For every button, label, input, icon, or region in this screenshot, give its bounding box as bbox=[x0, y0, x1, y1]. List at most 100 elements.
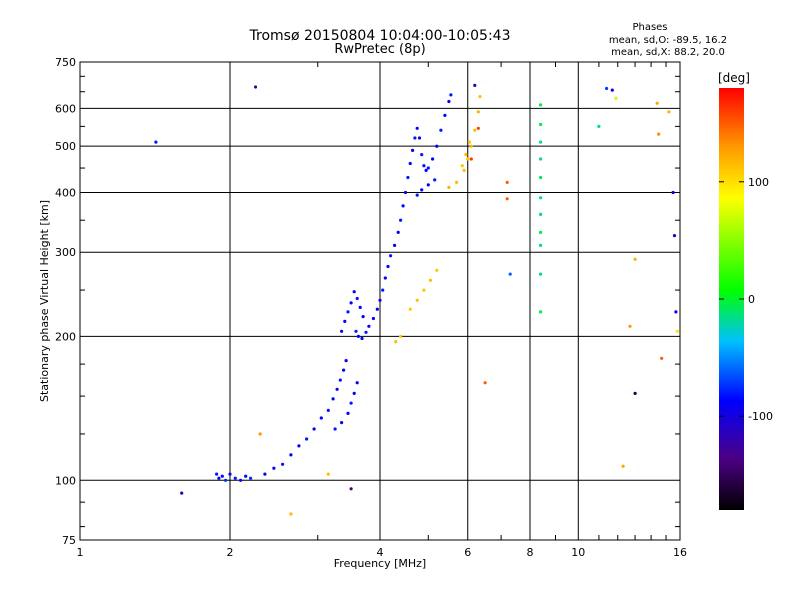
data-point bbox=[249, 476, 253, 480]
x-tick-label: 4 bbox=[377, 546, 384, 559]
stats-x-mode: mean, sd,X: 88.2, 20.0 bbox=[611, 47, 725, 58]
data-point bbox=[333, 427, 337, 431]
data-point bbox=[605, 86, 609, 91]
data-point bbox=[297, 444, 301, 448]
data-point bbox=[349, 401, 353, 405]
data-point bbox=[224, 478, 228, 482]
data-point bbox=[344, 359, 348, 363]
data-point bbox=[401, 204, 405, 208]
data-point bbox=[355, 381, 359, 385]
data-point bbox=[411, 148, 415, 152]
data-point bbox=[476, 110, 480, 114]
data-point bbox=[349, 487, 353, 491]
data-point bbox=[539, 196, 543, 200]
data-point bbox=[364, 330, 368, 334]
data-point bbox=[539, 175, 543, 180]
data-point bbox=[449, 93, 453, 97]
data-point bbox=[281, 462, 285, 466]
data-point bbox=[443, 113, 447, 117]
data-point bbox=[428, 278, 432, 282]
data-point bbox=[361, 315, 365, 319]
data-point bbox=[539, 230, 543, 234]
data-point bbox=[483, 381, 487, 385]
data-point bbox=[469, 157, 473, 161]
y-axis-label: Stationary phase Virtual Height [km] bbox=[38, 200, 51, 402]
data-point bbox=[343, 319, 347, 323]
data-point bbox=[394, 340, 398, 344]
data-point bbox=[610, 88, 614, 92]
data-point bbox=[413, 136, 417, 140]
data-points bbox=[154, 83, 679, 516]
data-point bbox=[633, 257, 637, 261]
data-point bbox=[422, 164, 426, 168]
data-point bbox=[340, 421, 344, 425]
colorbar-label: [deg] bbox=[718, 71, 750, 85]
data-point bbox=[539, 122, 543, 127]
data-point bbox=[346, 310, 350, 314]
data-point bbox=[439, 128, 443, 132]
data-point bbox=[422, 288, 426, 292]
data-point bbox=[233, 476, 237, 480]
data-point bbox=[371, 316, 375, 321]
y-tick-label: 300 bbox=[55, 246, 76, 259]
data-point bbox=[455, 180, 459, 184]
data-point bbox=[426, 183, 430, 187]
x-axis-ticks: 1 2 4 6 8 10 16 bbox=[77, 62, 687, 559]
data-point bbox=[633, 391, 637, 395]
data-point bbox=[354, 329, 358, 333]
data-point bbox=[258, 432, 262, 436]
data-point bbox=[674, 310, 678, 314]
data-point bbox=[399, 334, 403, 338]
data-point bbox=[420, 188, 424, 192]
data-point bbox=[478, 95, 482, 99]
data-point bbox=[539, 272, 543, 276]
colorbar-tick-label: 100 bbox=[748, 176, 769, 189]
chart-subtitle: RwPretec (8p) bbox=[334, 42, 425, 57]
data-point bbox=[154, 140, 158, 144]
y-tick-label: 600 bbox=[55, 102, 76, 115]
data-point bbox=[180, 491, 184, 495]
data-point bbox=[360, 336, 364, 341]
data-point bbox=[417, 136, 422, 140]
data-point bbox=[383, 276, 387, 280]
data-point bbox=[671, 190, 675, 195]
chart-title: Tromsø 20150804 10:04:00-10:05:43 bbox=[249, 28, 511, 44]
data-point bbox=[352, 290, 356, 294]
data-point bbox=[667, 110, 671, 114]
data-point bbox=[408, 307, 412, 311]
data-point bbox=[508, 272, 512, 276]
data-point bbox=[431, 157, 435, 161]
data-point bbox=[426, 166, 430, 170]
data-point bbox=[597, 124, 601, 128]
data-point bbox=[435, 268, 439, 272]
colorbar-tick-label: 0 bbox=[748, 293, 755, 306]
data-point bbox=[628, 324, 632, 328]
plot-frame bbox=[79, 61, 681, 541]
data-point bbox=[473, 83, 477, 87]
data-point bbox=[228, 472, 232, 476]
data-point bbox=[217, 476, 221, 480]
y-tick-label: 75 bbox=[62, 534, 76, 547]
data-point bbox=[420, 153, 424, 157]
stats-o-mode: mean, sd,O: -89.5, 16.2 bbox=[609, 35, 727, 46]
y-tick-label: 750 bbox=[55, 56, 76, 69]
data-point bbox=[272, 466, 276, 470]
data-point bbox=[539, 103, 543, 107]
data-point bbox=[393, 243, 397, 247]
data-point bbox=[338, 378, 342, 382]
data-point bbox=[386, 264, 390, 269]
y-tick-label: 200 bbox=[55, 330, 76, 343]
data-point bbox=[378, 298, 382, 302]
data-point bbox=[289, 453, 293, 457]
data-point bbox=[415, 298, 419, 302]
data-point bbox=[312, 427, 316, 431]
data-point bbox=[349, 301, 353, 305]
data-point bbox=[326, 472, 330, 476]
data-point bbox=[621, 464, 625, 468]
x-tick-label: 6 bbox=[464, 546, 471, 559]
data-point bbox=[447, 185, 451, 189]
grid bbox=[80, 62, 680, 540]
data-point bbox=[466, 157, 470, 161]
data-point bbox=[473, 128, 477, 132]
x-tick-label: 2 bbox=[227, 546, 234, 559]
